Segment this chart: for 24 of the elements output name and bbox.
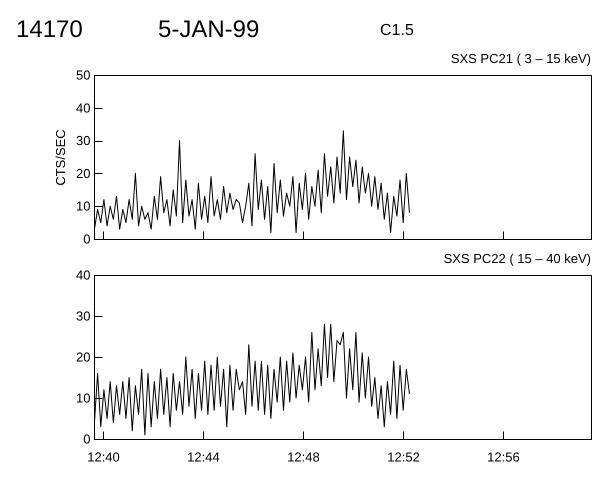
x-tick-label: 12:44	[187, 450, 220, 464]
text: 5-JAN-99	[158, 16, 260, 44]
y-tick-label: 0	[83, 232, 90, 246]
y-tick-label: 0	[83, 432, 90, 446]
x-tick-label: 12:48	[287, 450, 320, 464]
line-series	[94, 324, 410, 436]
y-tick-label: 10	[76, 390, 90, 406]
line-series	[94, 130, 410, 233]
y-tick-label: 40	[76, 268, 90, 282]
chart-subtitle: SXS PC21 ( 3 – 15 keV)	[450, 51, 591, 66]
chart-subtitle: SXS PC22 ( 15 – 40 keV)	[444, 251, 591, 266]
y-tick-label: 20	[76, 166, 90, 181]
y-tick-label: 30	[76, 133, 90, 148]
y-axis-title: CTS/SEC	[53, 129, 68, 186]
y-tick-label: 20	[76, 350, 90, 364]
y-tick-label: 10	[76, 198, 90, 214]
y-tick-label: 40	[76, 100, 90, 116]
text: C1.5	[380, 22, 414, 40]
chart-title: 14170	[16, 16, 83, 44]
x-tick-label: 12:52	[387, 450, 420, 464]
x-tick-label: 12:56	[487, 450, 520, 464]
x-tick-label: 12:40	[87, 450, 120, 464]
y-tick-label: 50	[76, 68, 90, 82]
y-tick-label: 30	[76, 308, 90, 324]
